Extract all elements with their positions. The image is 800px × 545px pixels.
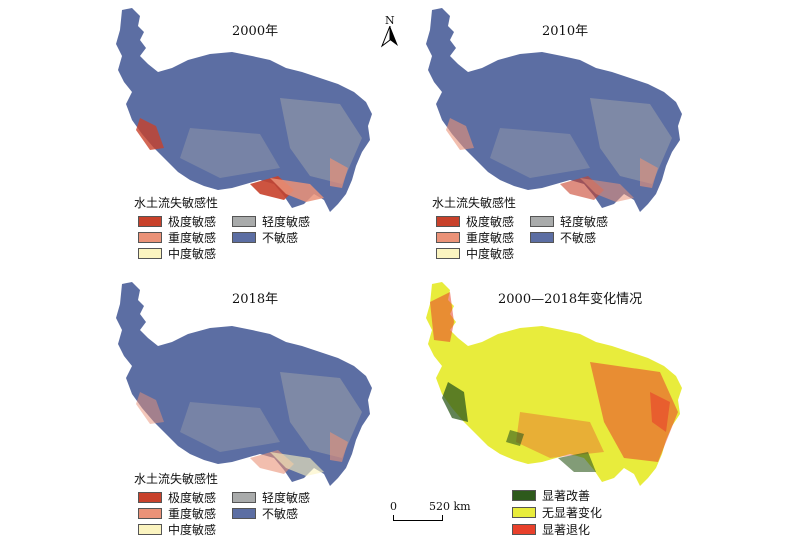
- legend-label-insensitive: 不敏感: [262, 230, 299, 245]
- swatch-insensitive: [232, 231, 256, 243]
- legend-item-insensitive: 不敏感: [232, 506, 299, 521]
- legend-label-heavy: 重度敏感: [168, 506, 217, 521]
- title-change: 2000—2018年变化情况: [498, 292, 643, 307]
- swatch-light: [232, 491, 256, 503]
- scale-line: [393, 515, 443, 521]
- legend-item-insensitive: 不敏感: [530, 230, 597, 245]
- legend-item-moderate: 中度敏感: [138, 522, 217, 537]
- legend-item-no-change: 无显著变化: [512, 505, 603, 520]
- legend-item-heavy: 重度敏感: [436, 230, 515, 245]
- legend-label-no-change: 无显著变化: [542, 505, 603, 520]
- title-2010: 2010年: [542, 24, 589, 39]
- panel-2018: 2018年: [110, 282, 380, 492]
- panel-2010: 2010年: [420, 8, 690, 218]
- legend-item-improve: 显著改善: [512, 488, 591, 503]
- legend-label-extreme: 极度敏感: [168, 490, 217, 505]
- scale-zero: 0: [390, 500, 397, 513]
- map-2010: [426, 8, 682, 212]
- legend-item-moderate: 中度敏感: [436, 246, 515, 261]
- legend-label-heavy: 重度敏感: [466, 230, 515, 245]
- swatch-light: [530, 215, 554, 227]
- title-2000: 2000年: [232, 24, 279, 39]
- legend-item-heavy: 重度敏感: [138, 506, 217, 521]
- legend-label-light: 轻度敏感: [262, 490, 311, 505]
- north-label: N: [385, 14, 395, 27]
- north-arrow-icon: [380, 26, 398, 48]
- swatch-insensitive: [530, 231, 554, 243]
- legend-label-improve: 显著改善: [542, 488, 591, 503]
- legend-item-extreme: 极度敏感: [436, 214, 515, 229]
- legend-item-light: 轻度敏感: [530, 214, 609, 229]
- swatch-heavy: [436, 231, 460, 243]
- legend-label-insensitive: 不敏感: [560, 230, 597, 245]
- panel-2000: 2000年: [110, 8, 380, 218]
- legend-item-extreme: 极度敏感: [138, 214, 217, 229]
- swatch-moderate: [138, 247, 162, 259]
- swatch-moderate: [138, 523, 162, 535]
- swatch-degrade: [512, 523, 536, 535]
- legend-2018: 水土流失敏感性 极度敏感 重度敏感 中度敏感 轻度敏感 不敏感: [134, 470, 334, 537]
- map-2018: [116, 282, 372, 486]
- legend-item-degrade: 显著退化: [512, 522, 591, 537]
- map-2000: [116, 8, 372, 212]
- swatch-no-change: [512, 506, 536, 518]
- legend-item-light: 轻度敏感: [232, 214, 311, 229]
- swatch-extreme: [436, 215, 460, 227]
- legend-change: 显著改善 无显著变化 显著退化: [512, 486, 652, 540]
- legend-title: 水土流失敏感性: [134, 196, 219, 210]
- map-change: [426, 282, 682, 486]
- swatch-moderate: [436, 247, 460, 259]
- title-2018: 2018年: [232, 292, 279, 307]
- legend-label-moderate: 中度敏感: [168, 522, 217, 537]
- swatch-light: [232, 215, 256, 227]
- legend-2010: 水土流失敏感性 极度敏感 重度敏感 中度敏感 轻度敏感 不敏感: [432, 194, 632, 261]
- legend-label-extreme: 极度敏感: [466, 214, 515, 229]
- swatch-heavy: [138, 507, 162, 519]
- legend-label-degrade: 显著退化: [542, 522, 591, 537]
- legend-item-insensitive: 不敏感: [232, 230, 299, 245]
- legend-label-moderate: 中度敏感: [168, 246, 217, 261]
- legend-label-extreme: 极度敏感: [168, 214, 217, 229]
- legend-2000: 水土流失敏感性 极度敏感 重度敏感 中度敏感 轻度敏感 不敏感: [134, 194, 334, 261]
- scale-bar: 0 520 km: [385, 500, 505, 530]
- legend-label-moderate: 中度敏感: [466, 246, 515, 261]
- legend-item-heavy: 重度敏感: [138, 230, 217, 245]
- swatch-improve: [512, 489, 536, 501]
- legend-item-light: 轻度敏感: [232, 490, 311, 505]
- panel-change: 2000—2018年变化情况: [420, 282, 690, 492]
- legend-label-insensitive: 不敏感: [262, 506, 299, 521]
- swatch-heavy: [138, 231, 162, 243]
- legend-label-heavy: 重度敏感: [168, 230, 217, 245]
- north-arrow: N: [380, 14, 400, 48]
- legend-item-extreme: 极度敏感: [138, 490, 217, 505]
- legend-title: 水土流失敏感性: [134, 472, 219, 486]
- swatch-insensitive: [232, 507, 256, 519]
- swatch-extreme: [138, 491, 162, 503]
- legend-label-light: 轻度敏感: [560, 214, 609, 229]
- swatch-extreme: [138, 215, 162, 227]
- legend-item-moderate: 中度敏感: [138, 246, 217, 261]
- scale-distance: 520 km: [429, 500, 471, 513]
- legend-label-light: 轻度敏感: [262, 214, 311, 229]
- legend-title: 水土流失敏感性: [432, 196, 517, 210]
